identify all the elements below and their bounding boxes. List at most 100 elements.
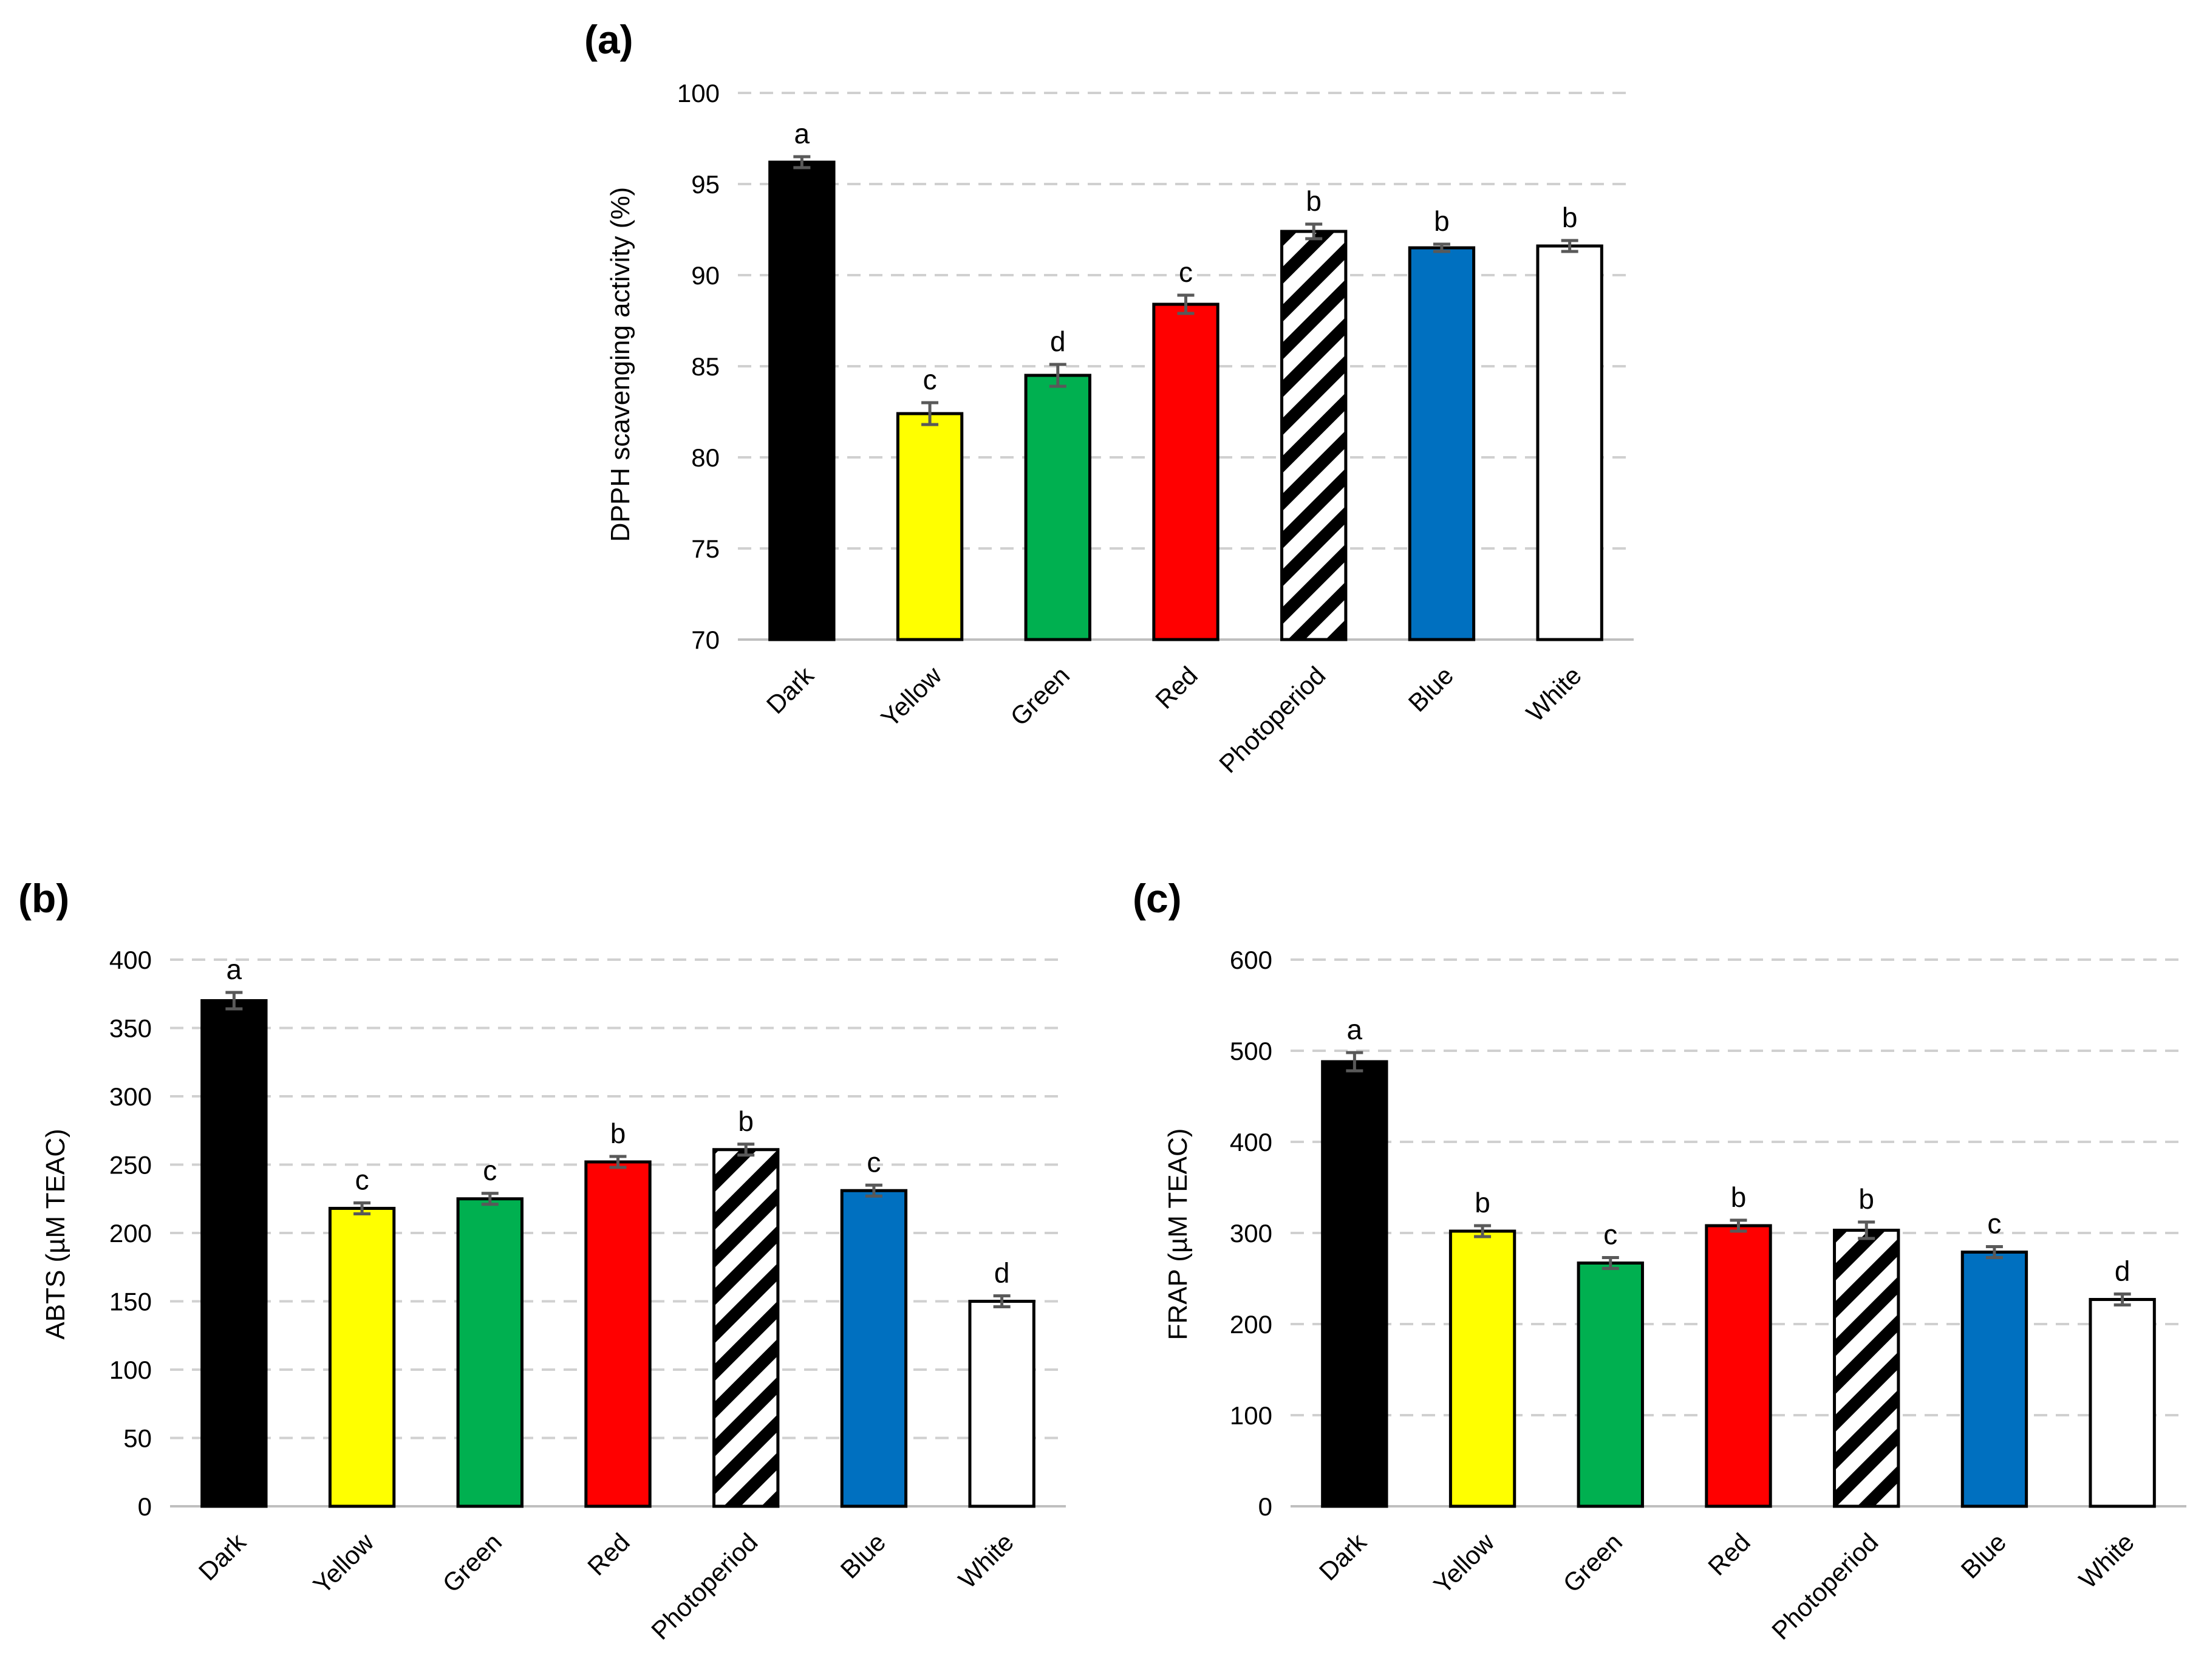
chart-c: (c) FRAP (µM TEAC) 0 100 200 300 400 500 600 a D… bbox=[1133, 876, 2186, 1645]
sig-letter-c-blue: c bbox=[1987, 1208, 2001, 1240]
sig-letter-c-white: d bbox=[2115, 1255, 2130, 1287]
y-tick-label-b-0: 0 bbox=[138, 1492, 152, 1521]
sig-letter-b-blue: c bbox=[867, 1146, 881, 1178]
error-bar-c-white bbox=[2113, 1292, 2131, 1306]
y-tick-label-a-100: 100 bbox=[677, 79, 720, 108]
y-tick-label-b-350: 350 bbox=[109, 1014, 152, 1043]
x-tick-label-b-white: White bbox=[953, 1528, 1019, 1594]
x-tick-label-c-yellow: Yellow bbox=[1428, 1528, 1499, 1599]
y-tick-label-b-200: 200 bbox=[109, 1219, 152, 1248]
bar-c-red bbox=[1705, 1224, 1772, 1508]
bar-b-photoperiod bbox=[712, 1148, 780, 1508]
chart-b: (b) ABTS (µM TEAC) 0 50 100 150 200 250 300 350… bbox=[18, 876, 1066, 1645]
x-tick-label-a-yellow: Yellow bbox=[875, 661, 947, 732]
x-tick-label-b-red: Red bbox=[582, 1528, 635, 1581]
error-bar-c-photoperiod bbox=[1858, 1220, 1875, 1240]
y-axis-title-c: FRAP (µM TEAC) bbox=[1163, 1129, 1193, 1340]
error-bar-a-photoperiod bbox=[1305, 222, 1323, 241]
chart-a-marks: 70 75 80 85 90 95 100 a Dark c Yellow d Green c Red b Ph… bbox=[677, 79, 1634, 779]
error-bar-b-blue bbox=[865, 1183, 882, 1198]
x-tick-label-c-photoperiod: Photoperiod bbox=[1766, 1528, 1883, 1645]
error-bar-a-white bbox=[1561, 239, 1578, 253]
bar-b-yellow bbox=[328, 1207, 396, 1508]
error-bar-c-red bbox=[1730, 1218, 1747, 1233]
sig-letter-a-green: d bbox=[1050, 326, 1066, 357]
sig-letter-a-blue: b bbox=[1434, 205, 1450, 237]
sig-letter-b-red: b bbox=[610, 1118, 626, 1149]
bar-c-green bbox=[1577, 1262, 1644, 1508]
x-tick-label-b-blue: Blue bbox=[835, 1528, 892, 1584]
error-bar-c-blue bbox=[1985, 1245, 2003, 1259]
bar-b-green bbox=[456, 1197, 524, 1508]
bar-a-white bbox=[1536, 244, 1603, 641]
chart-c-marks: 0 100 200 300 400 500 600 a Dark b Yellow c Green b Re… bbox=[1230, 946, 2186, 1645]
x-tick-label-a-photoperiod: Photoperiod bbox=[1213, 661, 1331, 778]
error-bar-b-white bbox=[993, 1294, 1011, 1308]
y-axis-title-a: DPPH scavenging activity (%) bbox=[605, 187, 635, 542]
sig-letter-a-white: b bbox=[1562, 202, 1578, 233]
bar-a-green bbox=[1024, 374, 1091, 641]
y-tick-label-c-400: 400 bbox=[1230, 1128, 1272, 1156]
bar-a-blue bbox=[1408, 246, 1476, 641]
sig-letter-a-yellow: c bbox=[923, 364, 937, 395]
y-tick-label-b-250: 250 bbox=[109, 1151, 152, 1180]
bar-c-photoperiod bbox=[1833, 1229, 1900, 1508]
error-bar-c-yellow bbox=[1474, 1224, 1492, 1238]
panel-label-b: (b) bbox=[18, 876, 69, 921]
sig-letter-a-red: c bbox=[1179, 256, 1193, 288]
bar-c-dark bbox=[1321, 1060, 1388, 1508]
x-tick-label-b-photoperiod: Photoperiod bbox=[646, 1528, 763, 1645]
y-tick-label-c-0: 0 bbox=[1258, 1492, 1272, 1521]
error-bar-a-blue bbox=[1433, 242, 1450, 253]
y-axis-title-b: ABTS (µM TEAC) bbox=[41, 1129, 70, 1339]
y-tick-label-a-75: 75 bbox=[691, 534, 720, 563]
y-tick-label-b-400: 400 bbox=[109, 946, 152, 974]
y-tick-label-b-300: 300 bbox=[109, 1082, 152, 1111]
panel-label-c: (c) bbox=[1133, 876, 1182, 921]
sig-letter-a-dark: a bbox=[794, 118, 810, 149]
bar-c-white bbox=[2089, 1298, 2156, 1508]
error-bar-a-green bbox=[1049, 363, 1066, 388]
error-bar-c-green bbox=[1602, 1256, 1619, 1270]
chart-b-marks: 0 50 100 150 200 250 300 350 400 a Dark c Yellow c Gre… bbox=[109, 946, 1066, 1645]
y-tick-label-a-70: 70 bbox=[691, 626, 720, 654]
bar-a-dark bbox=[768, 160, 836, 641]
x-tick-label-c-dark: Dark bbox=[1314, 1527, 1373, 1586]
sig-letter-b-yellow: c bbox=[355, 1164, 369, 1196]
error-bar-a-yellow bbox=[921, 401, 939, 426]
y-tick-label-c-300: 300 bbox=[1230, 1219, 1272, 1248]
error-bar-a-red bbox=[1177, 293, 1195, 315]
x-tick-label-c-blue: Blue bbox=[1956, 1528, 2012, 1584]
bar-b-blue bbox=[840, 1189, 908, 1508]
error-bar-b-yellow bbox=[353, 1201, 371, 1215]
x-tick-label-b-yellow: Yellow bbox=[307, 1528, 379, 1599]
bar-b-red bbox=[584, 1160, 652, 1508]
x-tick-label-a-dark: Dark bbox=[761, 660, 820, 719]
bar-c-blue bbox=[1960, 1251, 2028, 1508]
x-tick-label-c-green: Green bbox=[1557, 1528, 1628, 1598]
y-tick-label-a-95: 95 bbox=[691, 170, 720, 199]
sig-letter-c-green: c bbox=[1603, 1219, 1617, 1251]
bar-b-dark bbox=[200, 999, 268, 1508]
error-bar-a-dark bbox=[793, 155, 811, 169]
y-tick-label-c-200: 200 bbox=[1230, 1310, 1272, 1339]
y-tick-label-b-50: 50 bbox=[123, 1424, 152, 1453]
y-tick-label-b-100: 100 bbox=[109, 1356, 152, 1384]
sig-letter-a-photoperiod: b bbox=[1306, 185, 1322, 217]
sig-letter-c-dark: a bbox=[1347, 1014, 1363, 1045]
bar-a-yellow bbox=[896, 412, 964, 641]
sig-letter-b-photoperiod: b bbox=[738, 1105, 754, 1137]
y-tick-label-c-600: 600 bbox=[1230, 946, 1272, 974]
error-bar-b-green bbox=[481, 1192, 499, 1206]
bar-c-yellow bbox=[1448, 1229, 1516, 1508]
y-tick-label-a-90: 90 bbox=[691, 261, 720, 290]
sig-letter-b-green: c bbox=[483, 1155, 497, 1186]
error-bar-b-red bbox=[609, 1155, 627, 1169]
bar-b-white bbox=[968, 1300, 1035, 1508]
sig-letter-c-photoperiod: b bbox=[1858, 1183, 1874, 1215]
y-tick-label-b-150: 150 bbox=[109, 1288, 152, 1316]
chart-a: (a) DPPH scavenging activity (%) 70 75 80 8… bbox=[584, 17, 1634, 779]
x-tick-label-a-blue: Blue bbox=[1403, 661, 1459, 717]
